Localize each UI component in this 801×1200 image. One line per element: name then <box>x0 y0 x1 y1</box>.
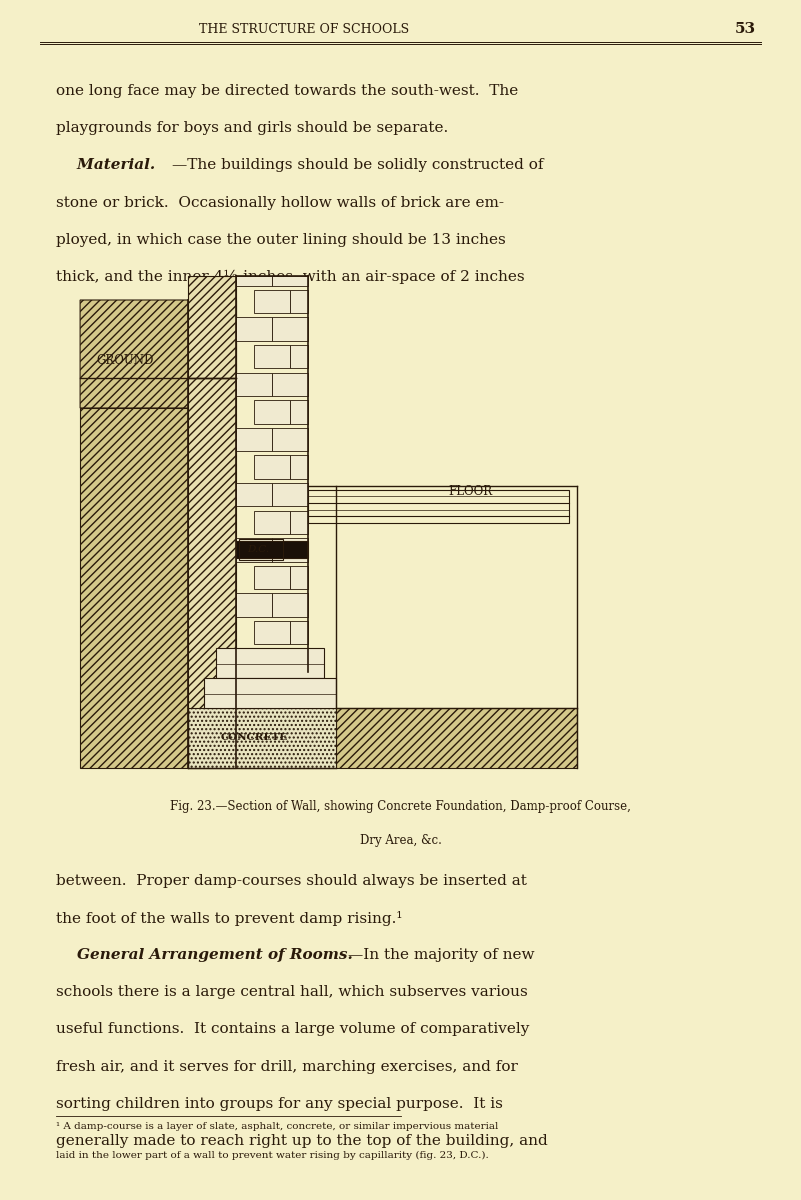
Bar <box>255 289 291 313</box>
Bar <box>239 539 283 560</box>
Bar <box>255 510 291 534</box>
Polygon shape <box>188 300 236 768</box>
Bar <box>291 289 308 313</box>
Bar <box>236 276 272 286</box>
Bar <box>272 593 308 617</box>
Polygon shape <box>80 408 188 768</box>
Text: sorting children into groups for any special purpose.  It is: sorting children into groups for any spe… <box>56 1097 503 1111</box>
Text: CONCRETE: CONCRETE <box>221 733 288 743</box>
Bar <box>272 317 308 341</box>
Text: thick, and the inner 4½ inches, with an air-space of 2 inches: thick, and the inner 4½ inches, with an … <box>56 270 525 284</box>
Text: THE STRUCTURE OF SCHOOLS: THE STRUCTURE OF SCHOOLS <box>199 23 409 36</box>
Bar <box>255 344 291 368</box>
Bar <box>272 276 308 286</box>
Text: the foot of the walls to prevent damp rising.¹: the foot of the walls to prevent damp ri… <box>56 911 403 926</box>
Bar <box>255 620 291 644</box>
Bar <box>255 455 291 479</box>
Polygon shape <box>188 708 336 768</box>
Text: —In the majority of new: —In the majority of new <box>348 948 535 962</box>
Bar <box>308 490 569 523</box>
Text: —The buildings should be solidly constructed of: —The buildings should be solidly constru… <box>172 158 544 173</box>
Text: generally made to reach right up to the top of the building, and: generally made to reach right up to the … <box>56 1134 548 1148</box>
Bar <box>236 538 272 562</box>
Bar <box>291 565 308 589</box>
Bar <box>236 648 272 672</box>
Bar <box>236 317 272 341</box>
Bar <box>272 482 308 506</box>
Bar <box>291 510 308 534</box>
Bar <box>272 538 308 562</box>
Text: playgrounds for boys and girls should be separate.: playgrounds for boys and girls should be… <box>56 121 449 136</box>
Text: Fig. 23.—Section of Wall, showing Concrete Foundation, Damp-proof Course,: Fig. 23.—Section of Wall, showing Concre… <box>170 800 631 814</box>
Text: ¹ A damp-course is a layer of slate, asphalt, concrete, or similar impervious ma: ¹ A damp-course is a layer of slate, asp… <box>56 1122 498 1130</box>
Polygon shape <box>336 708 577 768</box>
Bar <box>236 427 272 451</box>
Bar <box>291 455 308 479</box>
Text: GROUND: GROUND <box>96 354 154 366</box>
Bar <box>255 400 291 424</box>
Bar <box>291 344 308 368</box>
Bar <box>291 620 308 644</box>
Text: D.C.: D.C. <box>247 545 269 554</box>
Text: FLOOR: FLOOR <box>449 485 493 498</box>
Bar <box>255 565 291 589</box>
Text: ployed, in which case the outer lining should be 13 inches: ployed, in which case the outer lining s… <box>56 233 505 247</box>
Text: one long face may be directed towards the south-west.  The: one long face may be directed towards th… <box>56 84 518 98</box>
Bar <box>236 372 272 396</box>
Bar <box>204 678 336 708</box>
Bar <box>216 648 324 678</box>
Bar <box>272 372 308 396</box>
Text: Dry Area, &c.: Dry Area, &c. <box>360 834 441 847</box>
Text: useful functions.  It contains a large volume of comparatively: useful functions. It contains a large vo… <box>56 1022 529 1037</box>
Bar <box>272 427 308 451</box>
Text: Material.: Material. <box>56 158 155 173</box>
Text: between.  Proper damp-courses should always be inserted at: between. Proper damp-courses should alwa… <box>56 874 527 888</box>
Bar <box>291 400 308 424</box>
Text: General Arrangement of Rooms.: General Arrangement of Rooms. <box>56 948 352 962</box>
Polygon shape <box>188 276 236 378</box>
Polygon shape <box>80 300 228 408</box>
Bar <box>236 593 272 617</box>
Text: stone or brick.  Occasionally hollow walls of brick are em-: stone or brick. Occasionally hollow wall… <box>56 196 504 210</box>
Text: laid in the lower part of a wall to prevent water rising by capillarity (fig. 23: laid in the lower part of a wall to prev… <box>56 1151 489 1160</box>
Bar <box>236 482 272 506</box>
Text: schools there is a large central hall, which subserves various: schools there is a large central hall, w… <box>56 985 528 1000</box>
Bar <box>272 648 308 672</box>
Text: fresh air, and it serves for drill, marching exercises, and for: fresh air, and it serves for drill, marc… <box>56 1060 518 1074</box>
Bar <box>236 541 308 558</box>
Text: 53: 53 <box>735 22 755 36</box>
